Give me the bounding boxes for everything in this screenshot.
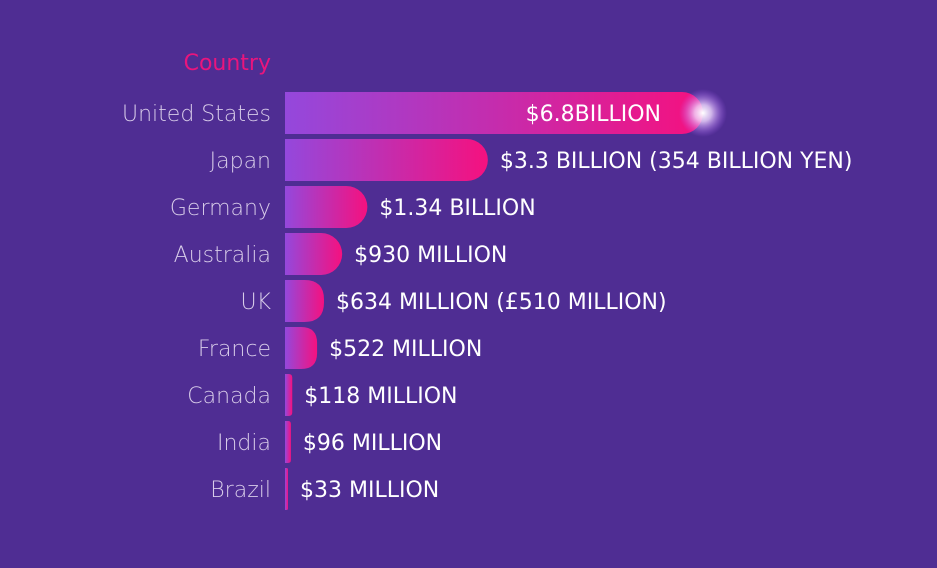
category-label: India bbox=[217, 431, 271, 456]
category-label: Japan bbox=[210, 149, 271, 174]
bars-layer: United States $6.8BILLION Japan $3.3 BILLIO… bbox=[122, 89, 852, 510]
value-label: $522 MILLION bbox=[329, 337, 482, 362]
value-label: $634 MILLION (£510 MILLION) bbox=[336, 290, 667, 315]
bar bbox=[285, 374, 293, 416]
category-label: Australia bbox=[174, 243, 271, 268]
category-label: France bbox=[198, 337, 271, 362]
value-label: $33 MILLION bbox=[300, 478, 439, 503]
bar bbox=[285, 233, 343, 275]
bar bbox=[285, 421, 291, 463]
bar bbox=[285, 280, 324, 322]
category-label: United States bbox=[122, 102, 271, 127]
value-label: $6.8BILLION bbox=[526, 102, 661, 127]
value-label: $3.3 BILLION (354 BILLION YEN) bbox=[500, 149, 853, 174]
value-label: $118 MILLION bbox=[304, 384, 457, 409]
bar bbox=[285, 92, 703, 134]
bar bbox=[285, 139, 488, 181]
category-label: Canada bbox=[187, 384, 271, 409]
category-label: UK bbox=[240, 290, 271, 315]
bar bbox=[285, 468, 288, 510]
category-header: Country bbox=[184, 51, 271, 76]
value-label: $1.34 BILLION bbox=[379, 196, 535, 221]
bar bbox=[285, 186, 368, 228]
category-label: Brazil bbox=[210, 478, 271, 503]
bar bbox=[285, 327, 318, 369]
value-label: $96 MILLION bbox=[303, 431, 442, 456]
category-label: Germany bbox=[170, 196, 271, 221]
bar-glow bbox=[679, 89, 727, 137]
value-label: $930 MILLION bbox=[354, 243, 507, 268]
